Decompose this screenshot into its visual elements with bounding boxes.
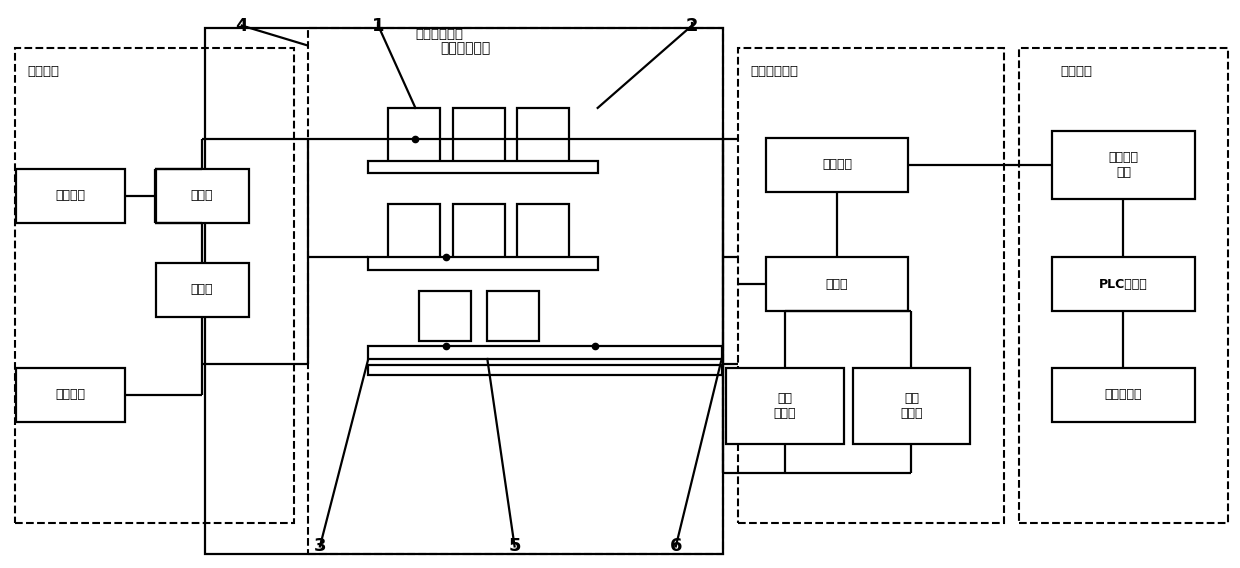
Bar — [517, 108, 569, 168]
Text: PLC控制器: PLC控制器 — [1099, 278, 1148, 290]
Bar — [368, 257, 598, 270]
Bar — [453, 108, 505, 168]
Bar — [388, 204, 440, 264]
Text: 单相
标准表: 单相 标准表 — [774, 392, 796, 420]
Text: 负载单元: 负载单元 — [1060, 65, 1092, 77]
Bar — [738, 48, 1004, 523]
Text: 可调节负载: 可调节负载 — [1105, 389, 1142, 401]
Text: 电源单元: 电源单元 — [27, 65, 60, 77]
Text: 5: 5 — [508, 537, 521, 556]
Bar — [517, 204, 569, 264]
Text: 计量采集单元: 计量采集单元 — [415, 28, 464, 40]
Text: 电压表头: 电压表头 — [56, 190, 86, 202]
Bar — [16, 368, 125, 421]
Bar — [156, 263, 248, 317]
Bar — [453, 204, 505, 264]
Bar — [388, 108, 440, 168]
Text: 三相
标准表: 三相 标准表 — [900, 392, 923, 420]
Bar — [368, 346, 722, 359]
Text: 误差仪: 误差仪 — [826, 278, 848, 290]
Text: 断路器: 断路器 — [191, 283, 213, 296]
Bar — [368, 161, 598, 173]
Bar — [853, 368, 970, 445]
Text: 4: 4 — [236, 16, 248, 35]
Text: 触摸控制
装置: 触摸控制 装置 — [1109, 151, 1138, 179]
Bar — [308, 28, 723, 554]
Text: 计量检定单元: 计量检定单元 — [750, 65, 799, 77]
Bar — [1052, 131, 1195, 199]
Bar — [15, 48, 294, 523]
Text: 3: 3 — [314, 537, 326, 556]
Bar — [766, 138, 908, 192]
Bar — [727, 368, 843, 445]
Text: 工控电脑: 工控电脑 — [822, 158, 852, 171]
Bar — [1052, 257, 1195, 311]
Bar — [205, 28, 723, 554]
Text: 计量采集单元: 计量采集单元 — [440, 41, 490, 55]
Text: 6: 6 — [670, 537, 682, 556]
Bar — [368, 365, 722, 375]
Bar — [16, 169, 125, 223]
Bar — [419, 291, 471, 341]
Text: 电源接口: 电源接口 — [56, 389, 86, 401]
Text: 调压器: 调压器 — [191, 190, 213, 202]
Bar — [1019, 48, 1228, 523]
Bar — [156, 169, 248, 223]
Bar — [487, 291, 539, 341]
Bar — [1052, 368, 1195, 421]
Text: 1: 1 — [372, 16, 384, 35]
Text: 2: 2 — [686, 16, 698, 35]
Bar — [766, 257, 908, 311]
